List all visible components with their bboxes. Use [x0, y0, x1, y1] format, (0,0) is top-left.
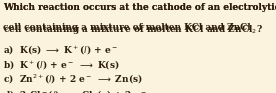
Text: b)  K$^+$($\it{l}$) + e$^-$ $\longrightarrow$ K(s): b) K$^+$($\it{l}$) + e$^-$ $\longrightar… [3, 58, 120, 71]
Text: cell containing a mixture of molten KCl and ZnCl: cell containing a mixture of molten KCl … [3, 23, 251, 32]
Text: a)  K(s) $\longrightarrow$ K$^+$($\it{l}$) + e$^-$: a) K(s) $\longrightarrow$ K$^+$($\it{l}$… [3, 43, 118, 56]
Text: Which reaction occurs at the cathode of an electrolytic: Which reaction occurs at the cathode of … [3, 3, 276, 12]
Text: Which reaction occurs at the cathode of an electrolytic: Which reaction occurs at the cathode of … [3, 3, 276, 12]
Text: cell containing a mixture of molten KCl and ZnCl$_2$?: cell containing a mixture of molten KCl … [3, 23, 263, 36]
Text: c)  Zn$^{2+}$($\it{l}$) + 2 e$^-$ $\longrightarrow$ Zn(s): c) Zn$^{2+}$($\it{l}$) + 2 e$^-$ $\longr… [3, 73, 143, 86]
Text: d)  2 Cl$^-$($\it{l}$) $\longrightarrow$ Cl$_2$($\it{g}$) + 2 e$^-$: d) 2 Cl$^-$($\it{l}$) $\longrightarrow$ … [3, 88, 148, 93]
